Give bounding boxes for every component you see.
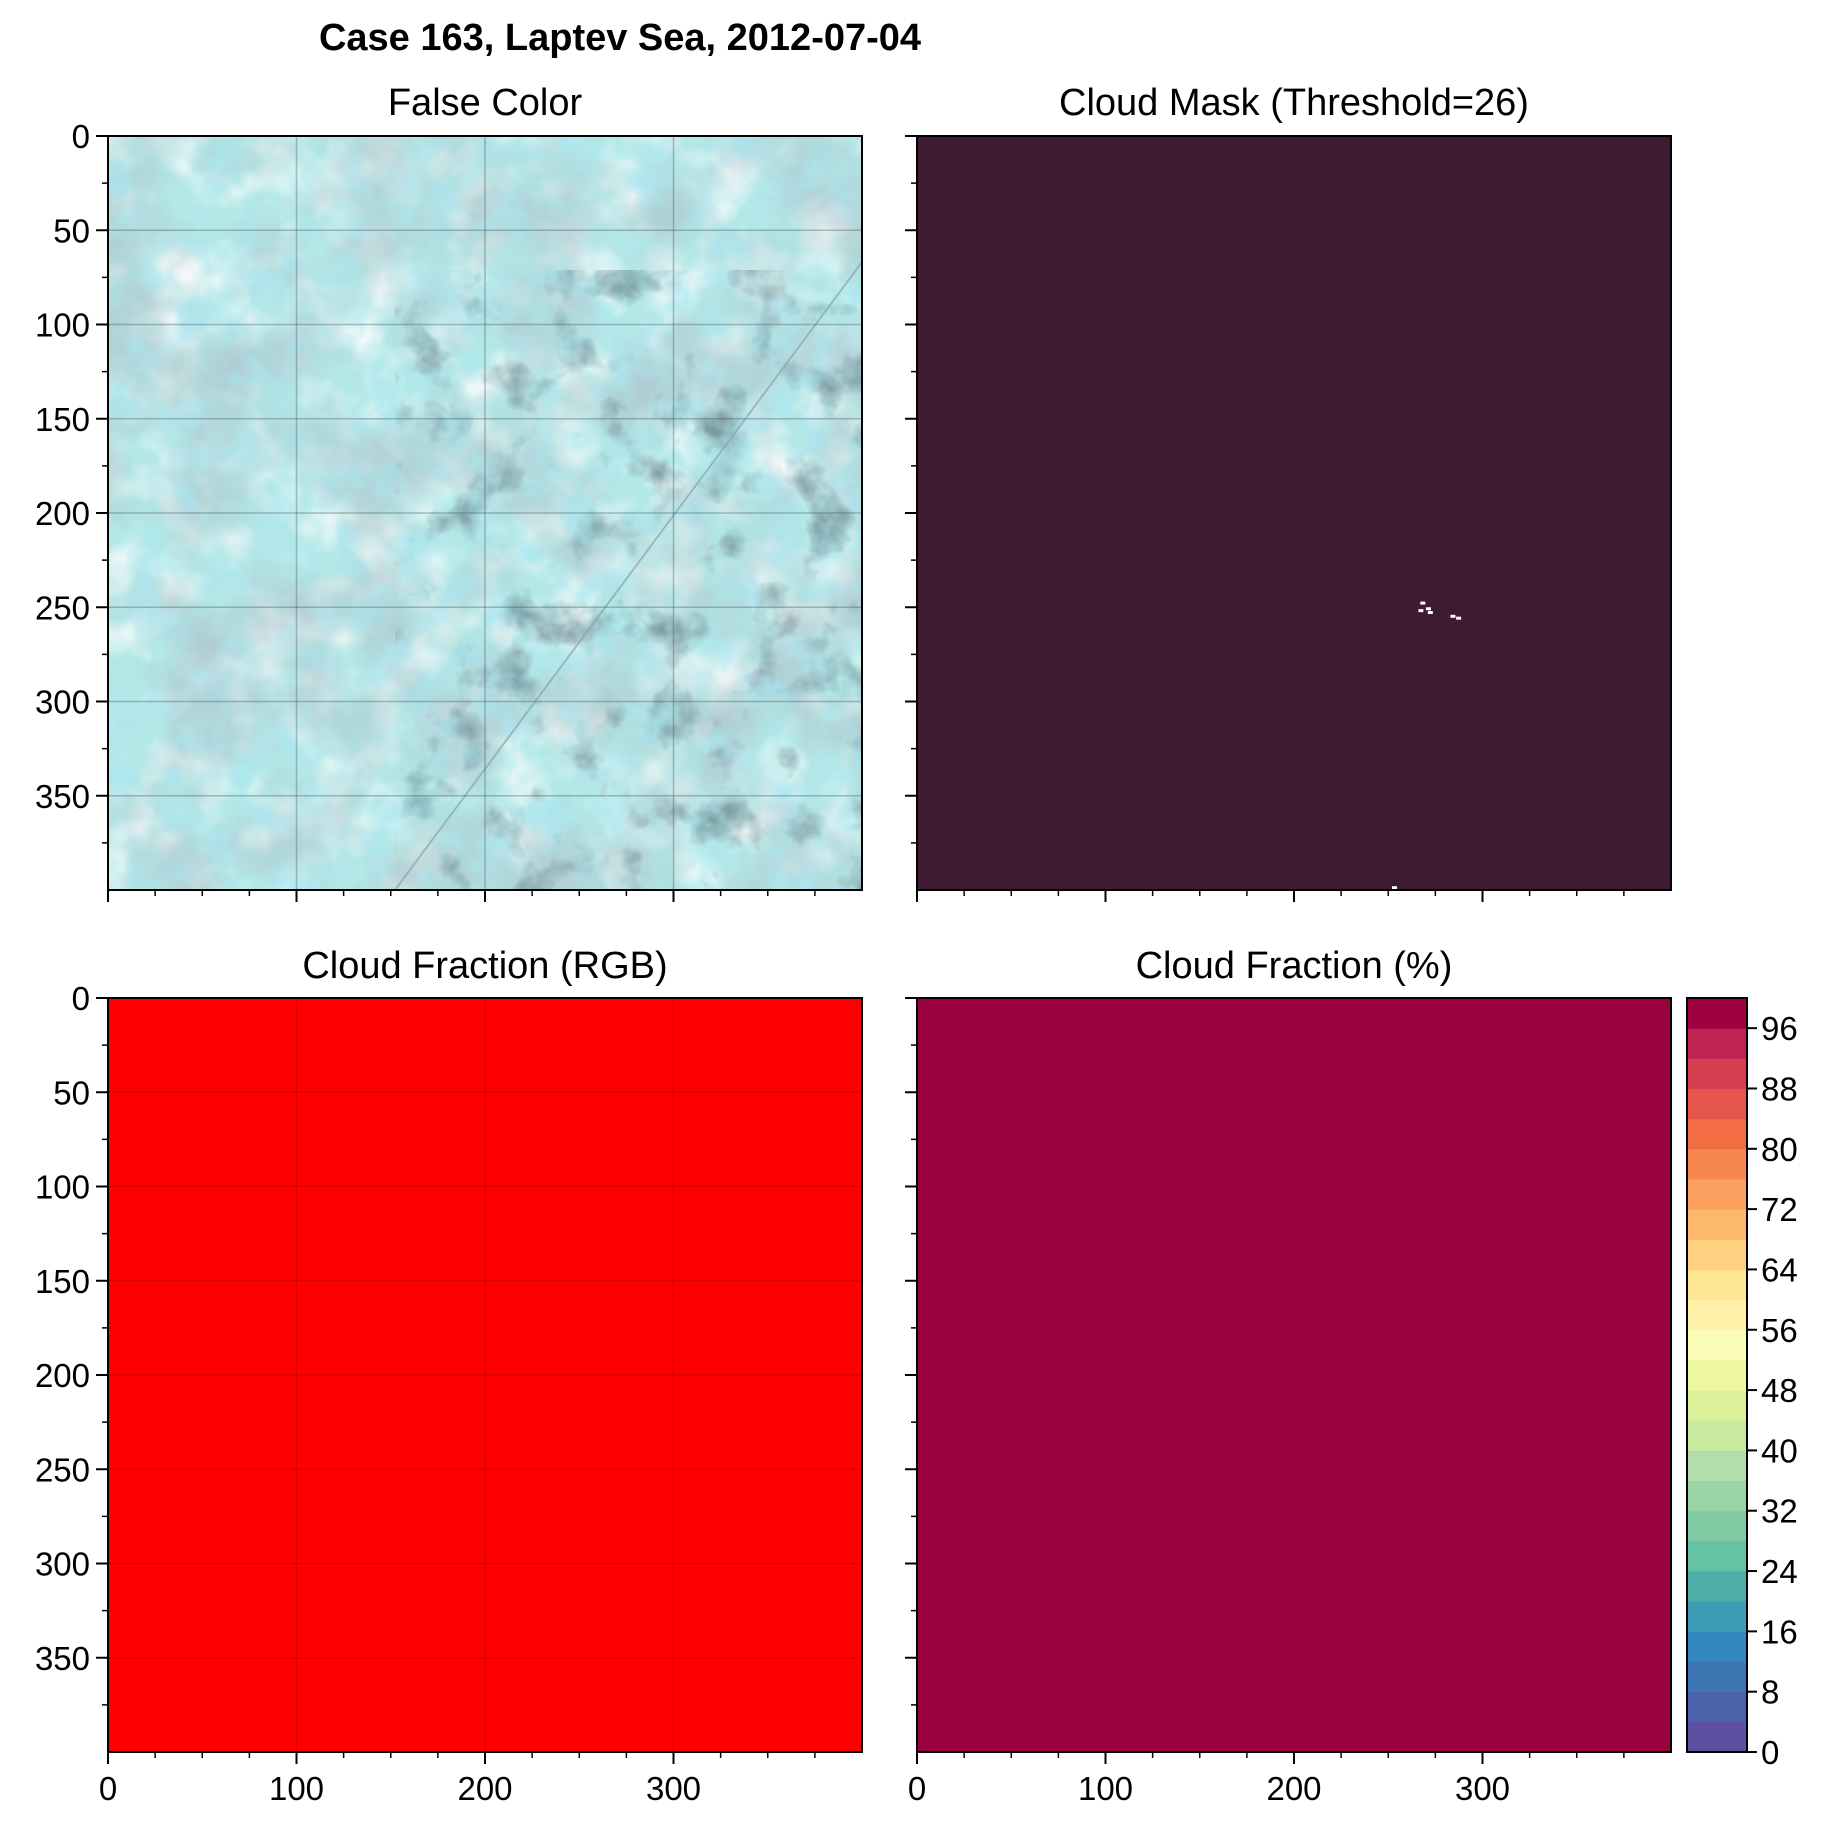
colorbar-level	[1687, 1661, 1747, 1693]
y-tick-label: 50	[53, 1074, 90, 1111]
clear-sky-patch	[1420, 601, 1426, 605]
clear-sky-patch	[1418, 609, 1424, 613]
colorbar-level	[1687, 1058, 1747, 1089]
colorbar-level	[1687, 1118, 1747, 1150]
panel-cloud-fraction-rgb: Cloud Fraction (RGB) 0 50 100 150 200 250 300 3…	[35, 945, 863, 1807]
colorbar: 0 8 16 24 32 40 48 56 64 72 80 88 96	[1686, 997, 1798, 1771]
x-tick-label: 300	[1455, 1770, 1510, 1807]
colorbar-level	[1687, 1178, 1747, 1210]
y-tick-label: 50	[53, 212, 90, 249]
panel-cloud-fraction-pct: Cloud Fraction (%) 0 100 200 300	[905, 945, 1672, 1807]
cloud-fraction-rgb-axes: 0 50 100 150 200 250 300 350 0 100 200 300	[35, 980, 816, 1807]
colorbar-level	[1687, 1359, 1747, 1391]
y-tick-label: 150	[35, 401, 90, 438]
panel-title-cloud-fraction-pct: Cloud Fraction (%)	[1136, 945, 1453, 987]
y-tick-label: 300	[35, 684, 90, 721]
y-tick-label: 0	[72, 980, 90, 1017]
colorbar-tick-label: 88	[1761, 1070, 1798, 1107]
clear-sky-patch	[1456, 616, 1462, 620]
colorbar-level	[1687, 1028, 1747, 1059]
y-tick-label: 250	[35, 589, 90, 626]
y-tick-label: 100	[35, 1169, 90, 1206]
colorbar-level	[1687, 1450, 1747, 1482]
colorbar-level	[1687, 1390, 1747, 1421]
colorbar-tick-label: 0	[1761, 1734, 1779, 1771]
colorbar-level	[1687, 1148, 1747, 1180]
x-tick-label: 200	[1266, 1770, 1321, 1807]
x-tick-label: 0	[99, 1770, 117, 1807]
swath-edge	[394, 261, 862, 890]
clear-sky-patch	[1425, 607, 1431, 611]
x-tick-label: 100	[1078, 1770, 1133, 1807]
colorbar-levels	[1687, 998, 1747, 1753]
colorbar-tick-label: 56	[1761, 1312, 1798, 1349]
y-tick-label: 200	[35, 1357, 90, 1394]
cloud-fraction-rgb-grid	[108, 998, 862, 1752]
figure-title: Case 163, Laptev Sea, 2012-07-04	[319, 17, 921, 59]
colorbar-tick-label: 48	[1761, 1372, 1798, 1409]
colorbar-tick-label: 16	[1761, 1613, 1798, 1650]
cloud-mask-image	[917, 136, 1671, 890]
colorbar-level	[1687, 1540, 1747, 1572]
x-tick-label: 0	[908, 1770, 926, 1807]
colorbar-tick-label: 80	[1761, 1131, 1798, 1168]
colorbar-level	[1687, 1631, 1747, 1663]
y-tick-label: 350	[35, 1640, 90, 1677]
cloud-fraction-rgb-image	[108, 998, 862, 1752]
y-tick-label: 150	[35, 1263, 90, 1300]
colorbar-tick-label: 64	[1761, 1251, 1798, 1288]
colorbar-level	[1687, 998, 1747, 1029]
cloud-fraction-pct-axes: 0 100 200 300	[905, 997, 1625, 1807]
colorbar-level	[1687, 1209, 1747, 1240]
panel-title-cloud-mask: Cloud Mask (Threshold=26)	[1059, 82, 1529, 124]
panel-cloud-mask: Cloud Mask (Threshold=26)	[905, 82, 1672, 902]
clear-sky-patch	[1427, 611, 1433, 615]
colorbar-level	[1687, 1420, 1747, 1451]
colorbar-level	[1687, 1088, 1747, 1120]
false-color-image	[108, 136, 862, 890]
colorbar-frame	[1686, 997, 1748, 1753]
colorbar-level	[1687, 1239, 1747, 1270]
colorbar-level	[1687, 1571, 1747, 1602]
colorbar-tick-label: 40	[1761, 1432, 1798, 1469]
y-tick-label: 0	[72, 118, 90, 155]
false-color-axes: 0 50 100 150 200 250 300 350	[35, 118, 816, 902]
colorbar-tick-label: 8	[1761, 1674, 1779, 1711]
colorbar-tick-label: 72	[1761, 1191, 1798, 1228]
colorbar-tick-label: 32	[1761, 1493, 1798, 1530]
x-tick-label: 100	[269, 1770, 324, 1807]
colorbar-tick-label: 96	[1761, 1010, 1798, 1047]
colorbar-level	[1687, 1329, 1747, 1361]
colorbar-level	[1687, 1721, 1747, 1753]
colorbar-level	[1687, 1480, 1747, 1512]
clear-sky-patch	[1450, 614, 1456, 618]
clear-sky-patch	[1392, 886, 1398, 890]
panel-title-cloud-fraction-rgb: Cloud Fraction (RGB)	[302, 945, 667, 987]
colorbar-level	[1687, 1299, 1747, 1331]
y-tick-label: 250	[35, 1451, 90, 1488]
false-color-grid	[108, 136, 862, 890]
colorbar-level	[1687, 1601, 1747, 1632]
colorbar-level	[1687, 1510, 1747, 1542]
cloud-fraction-pct-image	[917, 998, 1671, 1752]
x-tick-label: 300	[646, 1770, 701, 1807]
panel-title-false-color: False Color	[388, 82, 583, 124]
y-tick-label: 350	[35, 778, 90, 815]
y-tick-label: 300	[35, 1546, 90, 1583]
y-tick-label: 100	[35, 307, 90, 344]
x-tick-label: 200	[457, 1770, 512, 1807]
colorbar-ticks: 0 8 16 24 32 40 48 56 64 72 80 88 96	[1747, 1010, 1798, 1771]
clear-sky-patches	[1392, 601, 1462, 890]
colorbar-level	[1687, 1691, 1747, 1723]
colorbar-tick-label: 24	[1761, 1553, 1798, 1590]
colorbar-level	[1687, 1269, 1747, 1301]
cloud-mask-axes	[905, 135, 1625, 902]
panel-false-color: False Color 0 50 100 150 200 250 300 350	[35, 82, 863, 902]
y-tick-label: 200	[35, 495, 90, 532]
